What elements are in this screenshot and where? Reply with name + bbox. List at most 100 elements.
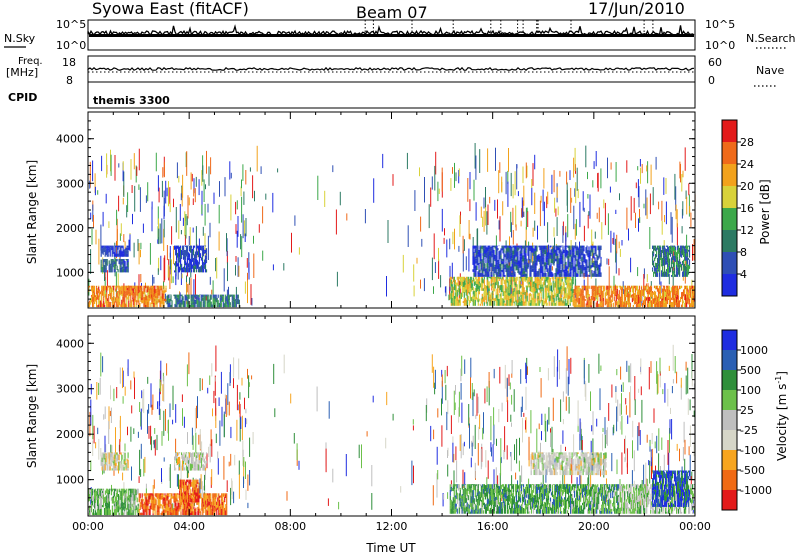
echo-cell bbox=[581, 295, 583, 302]
echo-cell bbox=[493, 273, 495, 277]
scatter-cell bbox=[163, 376, 165, 402]
scatter-cell bbox=[532, 227, 534, 237]
scatter-cell bbox=[150, 425, 152, 445]
scatter-cell bbox=[622, 288, 624, 295]
echo-cell bbox=[635, 303, 637, 308]
scatter-cell bbox=[132, 213, 133, 225]
echo-cell bbox=[102, 259, 104, 260]
echo-cell bbox=[147, 302, 149, 308]
echo-cell bbox=[198, 250, 201, 256]
echo-cell bbox=[635, 297, 637, 302]
scatter-cell bbox=[537, 225, 538, 240]
scatter-cell bbox=[249, 437, 251, 457]
echo-cell bbox=[107, 245, 109, 249]
echo-cell bbox=[678, 300, 681, 308]
scatter-cell bbox=[194, 407, 196, 432]
scatter-cell bbox=[567, 376, 569, 396]
echo-cell bbox=[670, 267, 672, 273]
scatter-cell bbox=[477, 443, 479, 466]
echo-cell bbox=[196, 299, 198, 305]
echo-cell bbox=[134, 493, 136, 501]
echo-cell bbox=[582, 293, 584, 301]
echo-cell bbox=[133, 293, 135, 297]
echo-cell bbox=[588, 285, 590, 289]
echo-cell bbox=[227, 299, 229, 302]
echo-cell bbox=[628, 293, 630, 298]
echo-cell bbox=[110, 488, 112, 492]
echo-cell bbox=[166, 302, 168, 305]
echo-cell bbox=[540, 291, 542, 297]
echo-cell bbox=[615, 295, 617, 302]
scatter-cell bbox=[453, 470, 455, 487]
scatter-cell bbox=[579, 471, 581, 485]
scatter-cell bbox=[198, 434, 200, 445]
scatter-cell bbox=[608, 403, 610, 421]
echo-cell bbox=[653, 302, 656, 308]
scatter-cell bbox=[540, 378, 542, 398]
scatter-cell bbox=[574, 188, 576, 197]
scatter-cell bbox=[224, 177, 226, 197]
echo-cell bbox=[222, 296, 224, 302]
echo-cell bbox=[209, 300, 211, 308]
scatter-cell bbox=[157, 175, 159, 192]
scatter-cell bbox=[156, 434, 158, 451]
echo-cell bbox=[463, 299, 465, 306]
scatter-cell bbox=[506, 378, 508, 397]
scatter-cell bbox=[689, 399, 691, 411]
echo-cell bbox=[479, 272, 481, 277]
echo-cell bbox=[669, 263, 671, 266]
echo-cell bbox=[103, 269, 105, 273]
echo-cell bbox=[591, 285, 593, 289]
echo-cell bbox=[191, 258, 194, 262]
echo-cell bbox=[139, 289, 141, 293]
scatter-cell bbox=[566, 171, 568, 185]
echo-cell bbox=[676, 255, 678, 260]
echo-cell bbox=[93, 490, 95, 494]
echo-cell bbox=[454, 292, 456, 299]
scatter-cell bbox=[218, 204, 220, 224]
echo-cell bbox=[562, 263, 564, 267]
scatter-cell bbox=[242, 449, 244, 457]
echo-cell bbox=[599, 252, 601, 258]
echo-cell bbox=[589, 298, 591, 302]
echo-cell bbox=[509, 276, 511, 280]
echo-cell bbox=[654, 291, 657, 298]
echo-cell bbox=[165, 500, 167, 505]
echo-cell bbox=[129, 497, 131, 502]
echo-cell bbox=[492, 293, 494, 295]
scatter-cell bbox=[493, 251, 495, 277]
echo-cell bbox=[524, 248, 526, 251]
echo-cell bbox=[687, 245, 690, 247]
echo-cell bbox=[576, 273, 578, 277]
echo-cell bbox=[489, 251, 491, 256]
echo-cell bbox=[178, 254, 180, 257]
echo-cell bbox=[501, 258, 503, 261]
echo-cell bbox=[492, 257, 494, 264]
echo-cell bbox=[657, 262, 659, 265]
echo-cell bbox=[195, 294, 197, 297]
echo-cell bbox=[655, 267, 657, 272]
scatter-cell bbox=[571, 197, 573, 203]
echo-cell bbox=[132, 505, 134, 511]
echo-cell bbox=[672, 285, 675, 287]
echo-cell bbox=[639, 302, 641, 308]
echo-cell bbox=[511, 263, 513, 268]
scatter-cell bbox=[509, 236, 510, 252]
echo-cell bbox=[495, 249, 497, 255]
echo-cell bbox=[674, 255, 676, 262]
echo-cell bbox=[658, 291, 661, 294]
scatter-cell bbox=[474, 462, 476, 479]
echo-cell bbox=[490, 283, 492, 287]
scatter-cell bbox=[656, 361, 658, 384]
echo-cell bbox=[537, 281, 539, 284]
echo-cell bbox=[564, 247, 566, 253]
scatter-cell bbox=[544, 413, 546, 432]
echo-cell bbox=[646, 303, 648, 308]
echo-cell bbox=[512, 264, 514, 269]
echo-cell bbox=[545, 289, 547, 294]
echo-cell bbox=[518, 276, 520, 279]
echo-cell bbox=[180, 299, 182, 303]
echo-cell bbox=[462, 301, 464, 303]
echo-cell bbox=[97, 489, 100, 495]
scatter-cell bbox=[122, 162, 124, 182]
